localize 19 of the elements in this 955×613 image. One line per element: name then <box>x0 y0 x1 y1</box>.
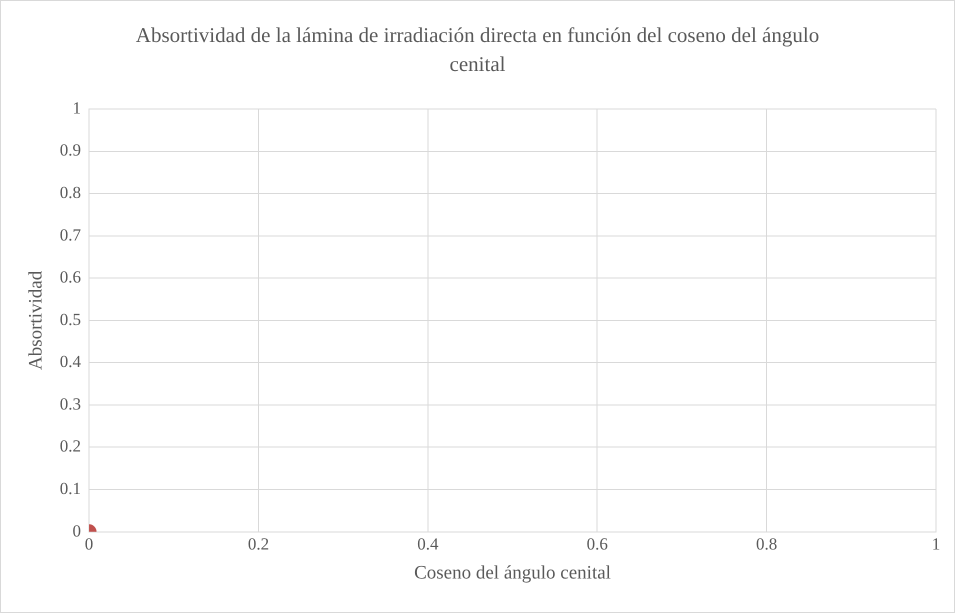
x-tick-label: 0.6 <box>586 534 608 554</box>
y-tick-label: 0.5 <box>60 310 82 329</box>
y-axis-title: Absortividad <box>25 270 46 370</box>
y-tick-label: 0.7 <box>60 225 82 244</box>
y-tick-label: 0.8 <box>60 183 82 202</box>
y-tick-label: 0.9 <box>60 140 82 160</box>
x-axis-title: Coseno del ángulo cenital <box>414 562 611 584</box>
x-tick-label: 0.2 <box>248 534 270 554</box>
y-tick-label: 0.1 <box>60 478 82 498</box>
y-tick-label: 0.2 <box>60 436 82 456</box>
chart-title: Absortividad de la lámina de irradiación directa en función del coseno del ángulo cenital <box>134 22 820 78</box>
x-tick-label: 0.4 <box>417 534 439 554</box>
y-tick-label: 0.6 <box>60 268 82 287</box>
y-tick-label: 0.3 <box>60 394 82 414</box>
x-tick-label: 1 <box>932 534 940 554</box>
y-tick-label: 0.4 <box>60 352 82 372</box>
x-tick-label: 0.8 <box>756 534 778 554</box>
y-tick-label: 0 <box>72 521 82 540</box>
y-tick-label: 1 <box>72 98 82 118</box>
